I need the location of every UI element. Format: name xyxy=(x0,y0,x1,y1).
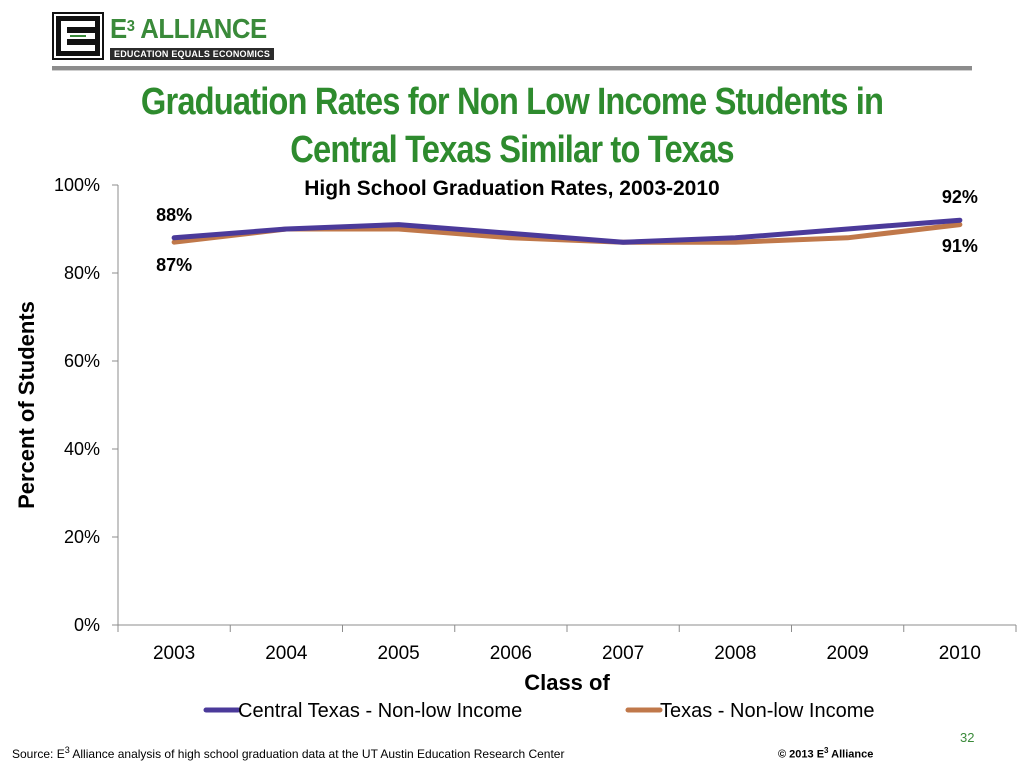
source-note: Source: E3 Alliance analysis of high sch… xyxy=(12,745,565,761)
x-tick-label: 2004 xyxy=(265,643,308,664)
x-tick-label: 2006 xyxy=(490,643,532,664)
header-divider-shadow xyxy=(52,70,972,71)
x-tick-label: 2008 xyxy=(714,643,756,664)
y-tick-label: 100% xyxy=(54,175,100,195)
x-axis-title: Class of xyxy=(524,670,610,695)
y-tick-label: 0% xyxy=(74,615,100,635)
logo-subtitle: EDUCATION EQUALS ECONOMICS xyxy=(110,48,275,60)
x-tick-label: 2010 xyxy=(939,643,981,664)
x-tick-label: 2007 xyxy=(602,643,644,664)
e3-alliance-logo: E3 ALLIANCE EDUCATION EQUALS ECONOMICS xyxy=(52,12,275,62)
y-tick-label: 80% xyxy=(64,263,100,283)
data-label-texas-start: 87% xyxy=(156,255,192,275)
series-line-0 xyxy=(171,217,963,245)
e3-logo-mark-icon xyxy=(52,12,104,60)
x-tick-label: 2009 xyxy=(826,643,868,664)
slide-title-line-2: Central Texas Similar to Texas xyxy=(290,129,734,171)
y-tick-label: 20% xyxy=(64,527,100,547)
chart-title: High School Graduation Rates, 2003-2010 xyxy=(304,177,719,200)
data-label-texas-end: 91% xyxy=(942,236,978,256)
y-axis-title: Percent of Students xyxy=(14,301,39,509)
x-tick-label: 2003 xyxy=(153,643,195,664)
legend-label-1: Texas - Non-low Income xyxy=(660,700,875,722)
logo-title: E3 ALLIANCE xyxy=(110,13,267,44)
legend-label-0: Central Texas - Non-low Income xyxy=(238,700,522,722)
copyright-note: © 2013 E3 Alliance xyxy=(778,746,874,761)
slide-title: Graduation Rates for Non Low Income Stud… xyxy=(72,78,953,174)
header-divider xyxy=(52,66,972,70)
x-tick-label: 2005 xyxy=(377,643,419,664)
slide-page-number: 32 xyxy=(960,730,975,745)
y-tick-label: 40% xyxy=(64,439,100,459)
graduation-rate-line-chart: 0% 20% 40% 60% 80% 100% 2003 2004 2005 2006 2007 20… xyxy=(14,175,1017,722)
data-label-central-start: 88% xyxy=(156,205,192,225)
y-tick-label: 60% xyxy=(64,351,100,371)
slide-title-line-1: Graduation Rates for Non Low Income Stud… xyxy=(140,81,884,123)
data-label-central-end: 92% xyxy=(942,187,978,207)
